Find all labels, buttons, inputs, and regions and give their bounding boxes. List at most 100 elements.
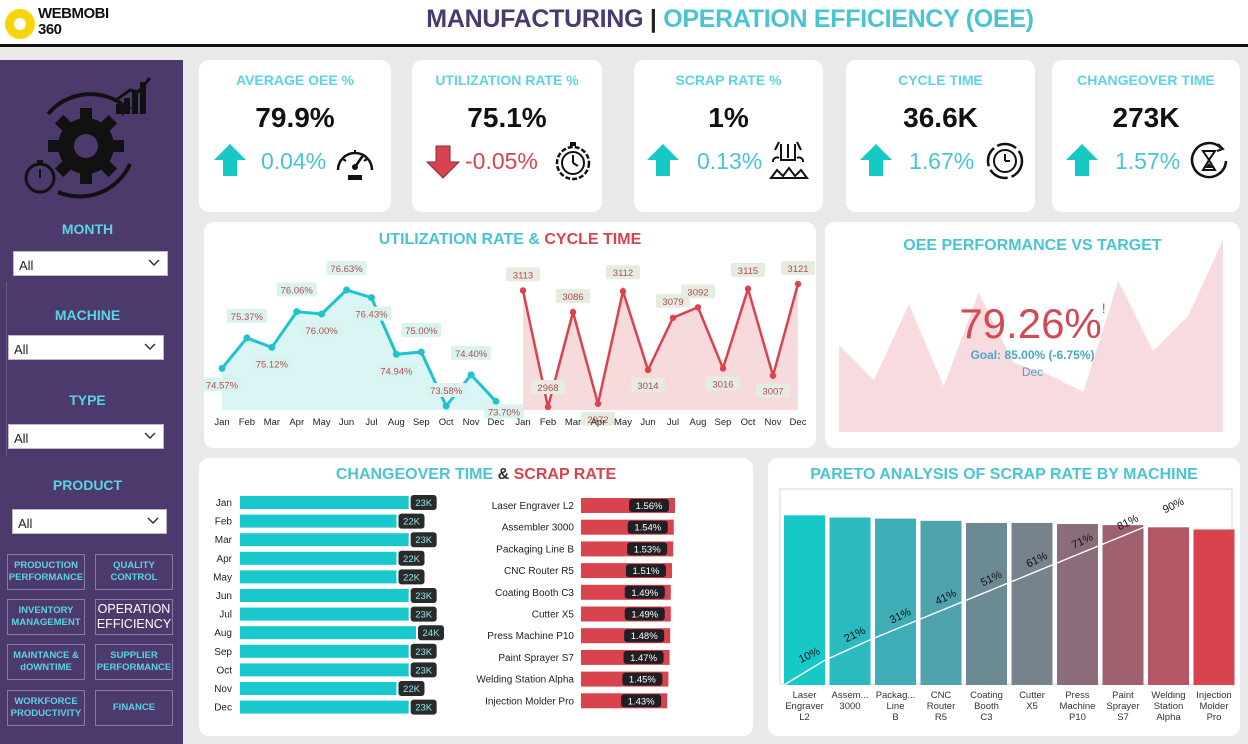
kpi-card-utilization-rate: UTILIZATION RATE % 75.1% -0.05% [412,60,602,212]
changeover-y-tick: Aug [214,628,232,639]
cycle-time-label-bg [731,262,765,277]
type-dropdown[interactable]: All [8,424,164,449]
changeover-bar [240,700,409,714]
cycle-time-point [644,366,652,374]
changeover-bar [240,496,409,509]
scrap-data-label: 1.54% [634,523,661,534]
pareto-x-tick: Paint [1112,690,1134,701]
changeover-data-label: 22K [403,517,421,528]
utilization-x-tick: Mar [264,417,280,428]
kpi-title: UTILIZATION RATE % [435,72,579,88]
utilization-x-tick: Feb [239,417,255,428]
cycle-time-data-label: 3092 [687,287,708,298]
sidebar: MONTH All MACHINE All TYPE All PRODUCT A… [0,60,183,744]
cycle-time-data-label: 2972 [587,415,608,426]
changeover-label-bg [410,495,437,510]
arrow-up-icon [860,144,892,176]
utilization-label-bg [276,282,317,297]
pareto-x-tick: Machine [1060,701,1096,712]
utilization-line [220,288,498,409]
nav-maintenance-downtime[interactable]: MAINTANCE & dOWNTIME [7,644,85,680]
changeover-label-bg [410,532,437,548]
pareto-x-tick: Engraver [785,701,824,712]
utilization-data-label: 74.57% [206,380,239,391]
cycle-time-point [719,365,727,372]
product-dropdown[interactable]: All [12,509,167,534]
pareto-x-tick: Station [1154,701,1184,712]
panel-title: UTILIZATION RATE & CYCLE TIME [204,231,816,249]
changeover-y-tick: Mar [215,535,233,546]
oee-area [839,240,1223,432]
cycle-time-x-tick: Aug [690,417,707,428]
cycle-time-data-label: 3016 [712,379,733,390]
changeover-bar [240,626,416,640]
pareto-x-tick: Welding [1151,690,1185,701]
pareto-bar [875,518,916,685]
pareto-x-tick: B [892,712,898,723]
chevron-down-icon [144,432,156,440]
cycle-time-data-label: 3121 [787,264,808,275]
panel-pareto: PARETO ANALYSIS OF SCRAP RATE BY MACHINE… [768,458,1240,736]
kpi-title: CYCLE TIME [898,72,983,88]
hourglass-icon [1190,141,1228,179]
cycle-time-data-label: 3112 [613,268,633,279]
cycle-time-point [544,403,552,411]
utilization-point [243,334,251,342]
pareto-x-tick: Router [927,701,956,712]
kpi-value: 75.1% [467,102,547,133]
nav-production-performance[interactable]: PRODUCTION PERFORMANCE [7,554,85,590]
logo-icon [5,9,35,39]
pareto-x-tick: R5 [935,712,947,723]
pareto-bar [1011,522,1053,685]
utilization-x-tick: May [313,417,331,428]
changeover-bar [240,607,409,621]
changeover-label-bg [418,625,444,641]
changeover-data-label: 23K [415,498,433,509]
nav-inventory-management[interactable]: INVENTORY MANAGEMENT [7,599,85,635]
changeover-y-tick: Sep [214,647,232,658]
cycle-time-data-label: 3014 [637,381,658,392]
changeover-data-label: 23K [415,535,433,546]
machine-dropdown-value: All [14,342,29,357]
utilization-x-tick: Aug [388,417,405,428]
pareto-x-tick: Sprayer [1106,701,1139,712]
month-dropdown[interactable]: All [13,251,168,276]
changeover-bar [240,533,409,547]
nav-workforce-productivity[interactable]: WORKFORCE PRODUCTIVITY [7,690,85,726]
changeover-y-tick: Jan [216,498,232,509]
cycle-time-x-tick: Oct [741,417,756,428]
utilization-data-label: 74.40% [455,349,488,360]
cycle-time-x-tick: Nov [765,417,782,428]
pareto-x-tick: Assem... [832,690,869,701]
cycle-time-point [669,314,677,321]
kpi-title: SCRAP RATE % [675,72,782,88]
nav-finance[interactable]: FINANCE [95,690,173,726]
changeover-label-bg [398,569,425,585]
chevron-down-icon [147,517,159,525]
oee-warning-mark: ! [1101,300,1106,316]
nav-supplier-performance[interactable]: SUPPLIER PERFORMANCE [95,644,173,680]
utilization-x-tick: Sep [413,417,430,428]
cycle-time-point [744,285,752,293]
scrap-y-tick: Assembler 3000 [502,523,575,534]
kpi-delta: 1.57% [1115,148,1181,174]
panel-title: OEE PERFORMANCE VS TARGET [903,237,1162,254]
pareto-bar [1102,525,1144,685]
panel-title: PARETO ANALYSIS OF SCRAP RATE BY MACHINE [810,466,1198,483]
changeover-data-label: 22K [403,572,421,583]
title-part1: MANUFACTURING [426,5,644,33]
kpi-title: CHANGEOVER TIME [1077,72,1215,88]
nav-operation-efficiency[interactable]: OPERATION EFFICIENCY [95,599,173,635]
cycle-time-data-label: 3079 [662,297,683,308]
machine-dropdown[interactable]: All [8,335,164,360]
utilization-point [318,310,326,318]
pareto-x-tick: CNC [931,690,952,701]
cycle-clock-icon [986,142,1024,180]
changeover-y-tick: Apr [216,554,232,565]
chevron-down-icon [148,259,160,267]
cycle-time-label-bg [681,284,715,299]
nav-quality-control[interactable]: QUALITY CONTROL [95,554,173,590]
logo-line2: 360 [38,21,62,38]
title-amp: & [493,466,514,483]
